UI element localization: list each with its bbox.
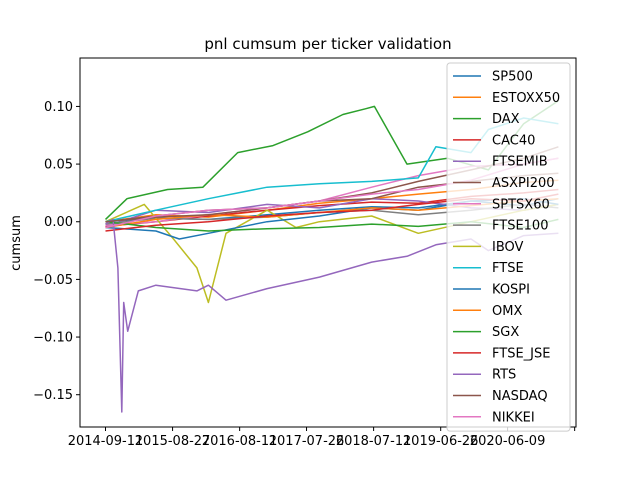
- legend-label: SGX: [492, 325, 519, 340]
- legend-label: KOSPI: [492, 283, 530, 298]
- legend-label: FTSE_JSE: [492, 346, 550, 361]
- legend-label: FTSEMIB: [492, 155, 548, 170]
- x-tick-label: 2014-09-11: [68, 434, 144, 449]
- y-tick-label: −0.15: [33, 388, 73, 403]
- legend-label: DAX: [492, 112, 520, 127]
- legend-label: NASDAQ: [492, 389, 548, 404]
- x-tick-label: 2020-06-09: [470, 434, 546, 449]
- legend-label: CAC40: [492, 133, 535, 148]
- legend-label: ESTOXX50: [492, 91, 560, 106]
- legend-label: ASXPI200: [492, 176, 555, 191]
- chart-title: pnl cumsum per ticker validation: [204, 35, 451, 53]
- y-axis-label: cumsum: [9, 215, 24, 271]
- legend-label: RTS: [492, 368, 516, 383]
- legend-label: SPTSX60: [492, 197, 550, 212]
- legend-label: OMX: [492, 304, 522, 319]
- x-tick-label: 2015-08-27: [135, 434, 211, 449]
- y-axis: −0.15 −0.10 −0.05 0.00 0.05 0.10: [33, 100, 80, 403]
- legend-label: NIKKEI: [492, 410, 535, 425]
- legend-label: FTSE100: [492, 219, 548, 234]
- legend-box: [446, 62, 571, 432]
- y-tick-label: 0.00: [44, 215, 73, 230]
- x-tick-label: 2016-08-11: [202, 434, 278, 449]
- plot-frame: [79, 57, 577, 428]
- legend-label: FTSE: [492, 261, 524, 276]
- x-tick-label: 2018-07-11: [336, 434, 412, 449]
- x-tick-label: 2017-07-26: [269, 434, 345, 449]
- legend-label: SP500: [492, 70, 533, 85]
- y-tick-label: 0.05: [44, 158, 73, 173]
- x-tick-label: 2019-06-26: [403, 434, 479, 449]
- x-axis: 2014-09-112015-08-272016-08-112017-07-26…: [68, 427, 576, 449]
- y-tick-label: −0.10: [33, 331, 73, 346]
- legend-label: IBOV: [492, 240, 524, 255]
- y-tick-label: −0.05: [33, 273, 73, 288]
- y-tick-label: 0.10: [44, 100, 73, 115]
- legend: SP500 ESTOXX50 DAX CAC40 FTSEMIB ASXPI200 SPTS…: [446, 62, 571, 432]
